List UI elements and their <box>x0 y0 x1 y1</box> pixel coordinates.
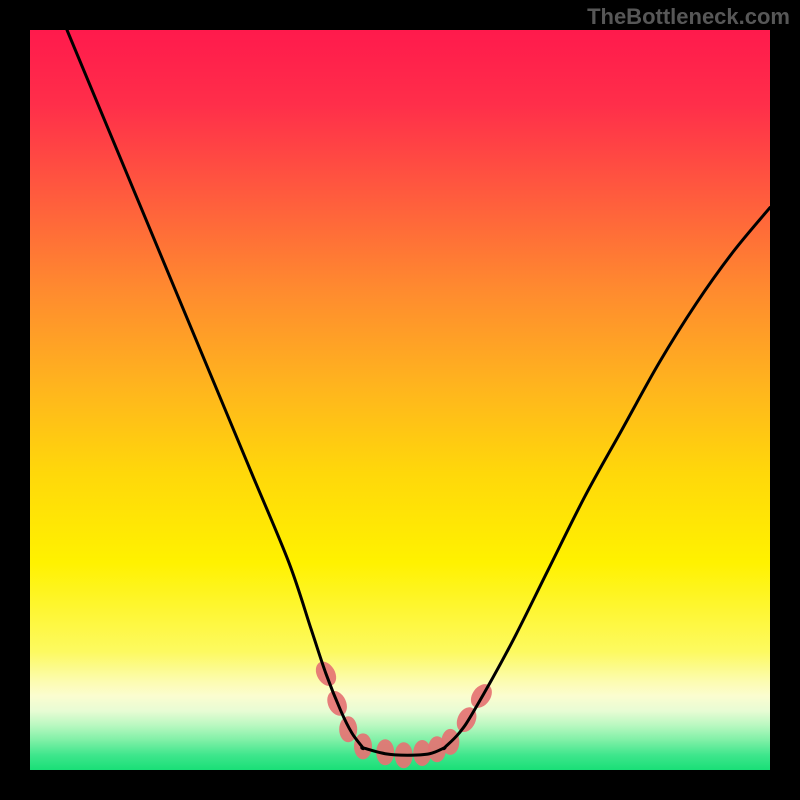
bottleneck-curve-chart <box>0 0 800 800</box>
bottleneck-chart-container: TheBottleneck.com <box>0 0 800 800</box>
chart-background-gradient <box>30 30 770 770</box>
